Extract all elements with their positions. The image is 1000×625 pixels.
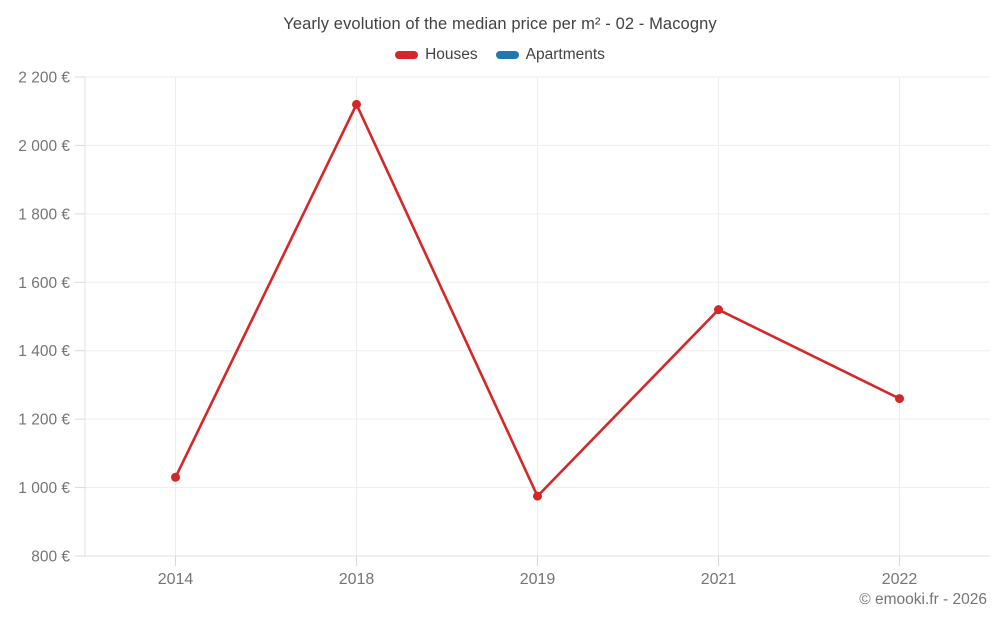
houses-data-point[interactable] (714, 305, 723, 315)
legend-label-houses: Houses (425, 46, 478, 63)
chart-title: Yearly evolution of the median price per… (283, 15, 717, 33)
y-axis-tick-label: 1 000 € (18, 480, 70, 497)
legend-item-apartments[interactable]: Apartments (495, 46, 605, 64)
copyright-notice: © emooki.fr - 2026 (859, 591, 987, 608)
y-axis-tick-label: 1 800 € (18, 206, 70, 223)
legend-label-apartments: Apartments (525, 46, 605, 63)
y-axis-tick-label: 1 200 € (18, 412, 70, 429)
apartments-series-swatch-icon (495, 51, 519, 59)
x-axis-tick-label: 2014 (158, 571, 194, 588)
legend-item-houses[interactable]: Houses (395, 46, 478, 64)
x-axis-tick-label: 2019 (520, 571, 556, 588)
houses-series-swatch-icon (395, 51, 419, 59)
x-axis-tick-label: 2021 (701, 571, 737, 588)
x-axis-tick-label: 2018 (339, 571, 375, 588)
houses-data-point[interactable] (533, 491, 542, 501)
houses-data-point[interactable] (895, 394, 904, 404)
x-axis-tick-label: 2022 (882, 571, 918, 588)
y-axis-tick-label: 1 400 € (18, 343, 70, 360)
chart-legend: Houses Apartments (0, 46, 1000, 64)
houses-data-point[interactable] (171, 472, 180, 482)
houses-data-point[interactable] (352, 99, 361, 109)
y-axis-tick-label: 1 600 € (18, 275, 70, 292)
y-axis-tick-label: 2 000 € (18, 138, 70, 155)
y-axis-tick-label: 2 200 € (18, 70, 70, 87)
y-axis-tick-label: 800 € (31, 549, 70, 566)
